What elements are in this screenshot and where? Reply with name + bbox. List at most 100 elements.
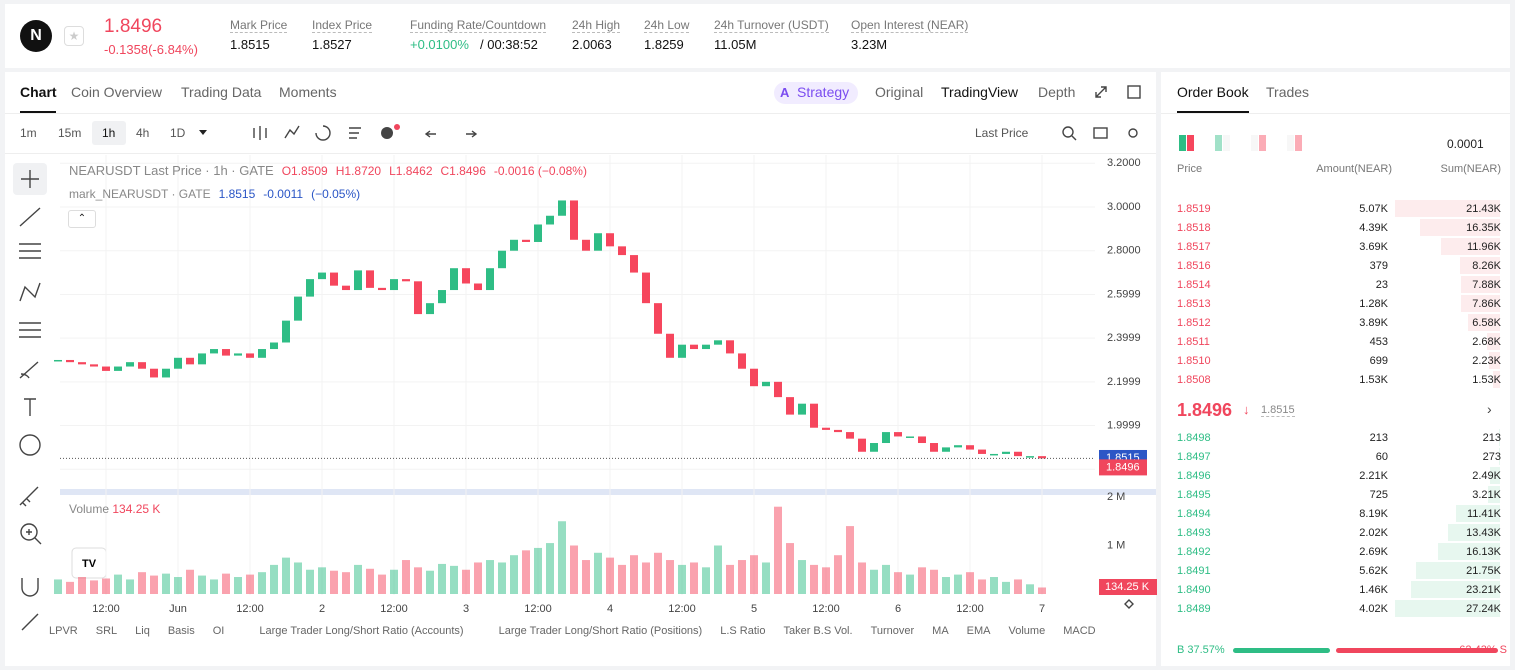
volume-legend: Volume 134.25 K [69,502,160,516]
ob-mode[interactable] [1215,135,1222,151]
volume-bar [786,543,794,594]
indicator[interactable]: Liq [135,625,150,637]
volume-bar [162,573,170,594]
ob-price[interactable]: 1.8495 [1177,489,1211,501]
ohlc-value: L1.8462 [389,164,433,178]
ob-price[interactable]: 1.8513 [1177,298,1211,310]
candle [294,296,302,321]
ob-price[interactable]: 1.8492 [1177,546,1211,558]
volume-bar [174,577,182,594]
ob-price[interactable]: 1.8490 [1177,584,1211,596]
indicator[interactable]: Large Trader Long/Short Ratio (Positions… [498,625,703,637]
candle [522,239,530,242]
ob-amount: 8.19K [1359,508,1388,520]
tab[interactable]: Coin Overview [71,84,163,100]
ob-more[interactable]: › [1487,401,1492,417]
indicator[interactable]: MA [932,625,949,637]
interval[interactable]: 1D [170,126,186,140]
ob-price[interactable]: 1.8516 [1177,260,1211,272]
indicator[interactable]: MACD [1063,625,1096,637]
interval[interactable]: 4h [136,126,150,140]
ob-mode[interactable] [1223,135,1230,151]
ohlc-value: C1.8496 [440,164,486,178]
interval[interactable]: 1m [20,126,37,140]
volume-tick-label: 2 M [1107,491,1125,503]
ob-price[interactable]: 1.8494 [1177,508,1211,520]
ob-mode[interactable] [1187,135,1194,151]
ob-price[interactable]: 1.8511 [1177,336,1210,348]
ob-price[interactable]: 1.8498 [1177,432,1211,444]
volume-bar [522,550,530,594]
depth-bar [1467,314,1500,331]
ob-price[interactable]: 1.8510 [1177,355,1211,367]
ob-mode[interactable] [1287,135,1294,151]
collapse-legend[interactable]: ⌃ [68,210,96,228]
tab[interactable]: Chart [20,84,57,100]
ob-price[interactable]: 1.8497 [1177,451,1211,463]
candle [990,453,998,456]
ob-sum: 11.41K [1466,508,1501,520]
view-tab[interactable]: Original [875,84,924,100]
strategy-icon: A [780,85,790,100]
price-type[interactable]: Last Price [975,126,1029,140]
candle [438,290,446,304]
volume-bar [198,575,206,594]
candle [414,281,422,315]
ob-price[interactable]: 1.8508 [1177,374,1211,386]
interval[interactable]: 15m [58,126,82,140]
ob-tab[interactable]: Trades [1266,84,1310,100]
ob-price[interactable]: 1.8514 [1177,279,1211,291]
ob-price[interactable]: 1.8519 [1177,203,1211,215]
tab[interactable]: Moments [279,84,337,100]
volume-bar [402,560,410,594]
view-tab[interactable]: Depth [1038,84,1076,100]
ob-price[interactable]: 1.8489 [1177,603,1211,615]
candle [90,364,98,367]
ob-tick[interactable]: 0.0001 [1447,137,1484,151]
indicator[interactable]: Basis [167,625,195,637]
volume-bar [594,552,602,594]
view-tab[interactable]: TradingView [941,84,1019,100]
indicator[interactable]: OI [212,625,225,637]
ob-mode[interactable] [1295,135,1302,151]
ob-price[interactable]: 1.8517 [1177,241,1211,253]
indicator[interactable]: LPVR [49,625,78,637]
indicator[interactable]: Large Trader Long/Short Ratio (Accounts) [259,625,464,637]
indicator[interactable]: EMA [966,625,991,637]
volume-bar [462,569,470,594]
ob-price[interactable]: 1.8493 [1177,527,1211,539]
ob-amount: 4.02K [1359,603,1388,615]
interval[interactable]: 1h [102,126,116,140]
indicator[interactable]: Taker B.S Vol. [783,625,853,637]
volume-bar [942,577,950,594]
volume-bar [918,567,926,594]
indicator[interactable]: L.S Ratio [720,625,766,637]
ob-tab[interactable]: Order Book [1177,84,1249,100]
ob-mode[interactable] [1259,135,1266,151]
view-tab[interactable]: Strategy [797,84,850,100]
ob-mode[interactable] [1251,135,1258,151]
ob-price[interactable]: 1.8512 [1177,317,1211,329]
depth-bar [1410,581,1500,598]
indicator[interactable]: Volume [1008,625,1046,637]
price-change: -0.1358(-6.84%) [104,42,198,57]
tab[interactable]: Trading Data [181,84,262,100]
indicator[interactable]: Turnover [870,625,915,637]
candle [510,239,518,251]
candle [594,233,602,251]
ob-sum: 3.21K [1472,489,1501,501]
volume-bar [138,572,146,594]
depth-bar [1416,562,1500,579]
candle [54,359,62,362]
ob-mode[interactable] [1179,135,1186,151]
ob-price[interactable]: 1.8496 [1177,470,1211,482]
ob-price[interactable]: 1.8518 [1177,222,1211,234]
candle [66,359,74,363]
ob-price[interactable]: 1.8491 [1177,565,1211,577]
ob-amount: 213 [1369,432,1388,444]
indicator[interactable]: SRL [95,625,118,637]
ob-sum: 7.86K [1472,298,1501,310]
favorite-star[interactable]: ★ [64,26,84,46]
candle [978,449,986,454]
candle [714,340,722,345]
